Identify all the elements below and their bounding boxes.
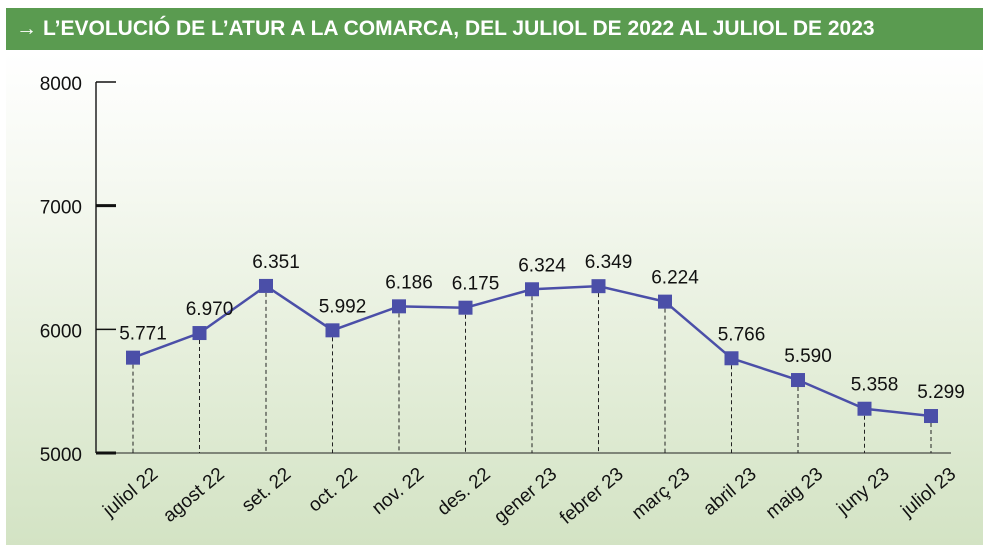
- data-value-label: 5.771: [119, 324, 167, 345]
- axes: 8000 7000 6000 5000: [40, 74, 951, 466]
- data-markers: [126, 278, 938, 424]
- value-labels: 5.771 6.970 6.351 5.992 6.186 6.175 6.324 6.349…: [119, 252, 965, 403]
- data-value-label: 5.766: [718, 324, 766, 345]
- x-category-label: des. 22: [433, 464, 494, 520]
- data-value-label: 6.186: [385, 272, 433, 293]
- x-category-label: nov. 22: [368, 464, 428, 519]
- data-value-label: 5.992: [319, 296, 367, 317]
- data-point-marker: [325, 323, 340, 338]
- data-point-marker: [724, 351, 739, 366]
- data-point-marker: [392, 299, 406, 314]
- data-value-label: 6.224: [651, 268, 699, 289]
- x-category-label: agost 22: [159, 464, 228, 527]
- data-point-marker: [126, 350, 140, 365]
- y-tick-label: 8000: [40, 74, 82, 95]
- y-tick-label: 7000: [40, 198, 82, 219]
- chart-header: → L’EVOLUCIÓ DE L’ATUR A LA COMARCA, DEL…: [6, 8, 983, 50]
- x-category-label: abril 23: [699, 464, 760, 520]
- x-category-label: oct. 22: [305, 464, 362, 517]
- data-value-label: 6.175: [452, 274, 500, 295]
- y-tick-label: 6000: [40, 321, 82, 342]
- chart-title: L’EVOLUCIÓ DE L’ATUR A LA COMARCA, DEL J…: [43, 17, 875, 40]
- x-category-label: gener 23: [490, 464, 561, 528]
- data-value-label: 5.590: [784, 346, 832, 367]
- data-point-marker: [591, 279, 606, 294]
- x-category-label: juny 23: [833, 464, 894, 520]
- x-category-label: febrer 23: [556, 464, 628, 529]
- data-value-label: 6.970: [186, 299, 234, 320]
- data-point-marker: [924, 409, 938, 424]
- data-value-label: 6.324: [518, 255, 566, 276]
- data-value-label: 5.299: [917, 382, 965, 403]
- y-tick-label: 5000: [40, 445, 82, 466]
- data-point-marker: [658, 294, 672, 309]
- arrow-right-icon: →: [16, 17, 37, 40]
- x-category-label: març 23: [628, 464, 694, 524]
- x-category-label: maig 23: [762, 464, 827, 524]
- data-value-label: 5.358: [851, 375, 899, 396]
- data-point-marker: [192, 326, 207, 341]
- data-point-marker: [525, 282, 539, 297]
- drop-lines: [132, 285, 932, 453]
- data-point-marker: [458, 300, 473, 315]
- data-point-marker: [259, 278, 273, 293]
- data-point-marker: [791, 373, 805, 388]
- x-category-label: juliol 23: [897, 464, 961, 522]
- x-category-label: juliol 22: [99, 464, 163, 522]
- data-value-label: 6.349: [585, 252, 633, 273]
- x-category-label: set. 22: [238, 464, 295, 517]
- data-value-label: 6.351: [252, 252, 300, 273]
- data-point-marker: [857, 401, 872, 416]
